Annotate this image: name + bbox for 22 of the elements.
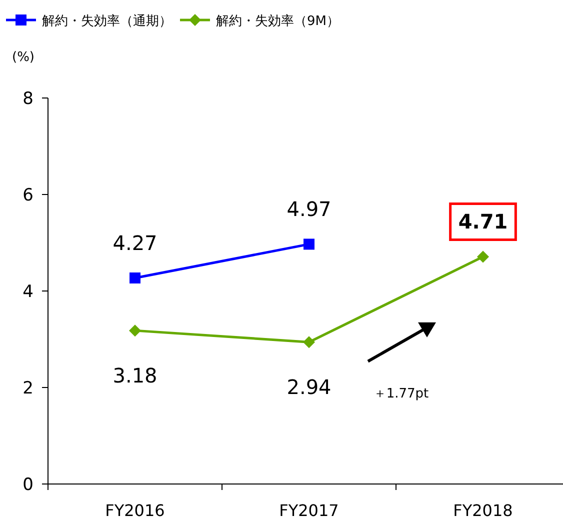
x-tick-label: FY2016 [105, 501, 165, 518]
point [130, 272, 140, 284]
data-label: 3.18 [112, 364, 158, 388]
x-tick-label: FY2018 [453, 501, 513, 518]
x-tick-label: FY2017 [279, 501, 339, 518]
y-tick-label: 6 [22, 186, 34, 206]
y-tick-label: 4 [22, 282, 34, 302]
data-label: 4.71 [458, 210, 508, 234]
data-label: 2.94 [286, 375, 332, 400]
point [304, 238, 314, 250]
y-tick-label: 8 [22, 89, 34, 109]
y-tick-label: 0 [22, 475, 34, 495]
point [303, 336, 315, 348]
legend-label: 解約・失効率（9M） [216, 13, 340, 29]
data-label: 4.97 [286, 197, 332, 222]
annotation: ＋1.77pt [373, 386, 429, 402]
point [129, 324, 141, 337]
legend-label: 解約・失効率（通期） [42, 13, 172, 29]
y-axis-title: (%) [12, 50, 34, 65]
point [477, 250, 489, 263]
y-tick-label: 2 [22, 378, 34, 398]
data-label: 4.27 [112, 230, 158, 255]
